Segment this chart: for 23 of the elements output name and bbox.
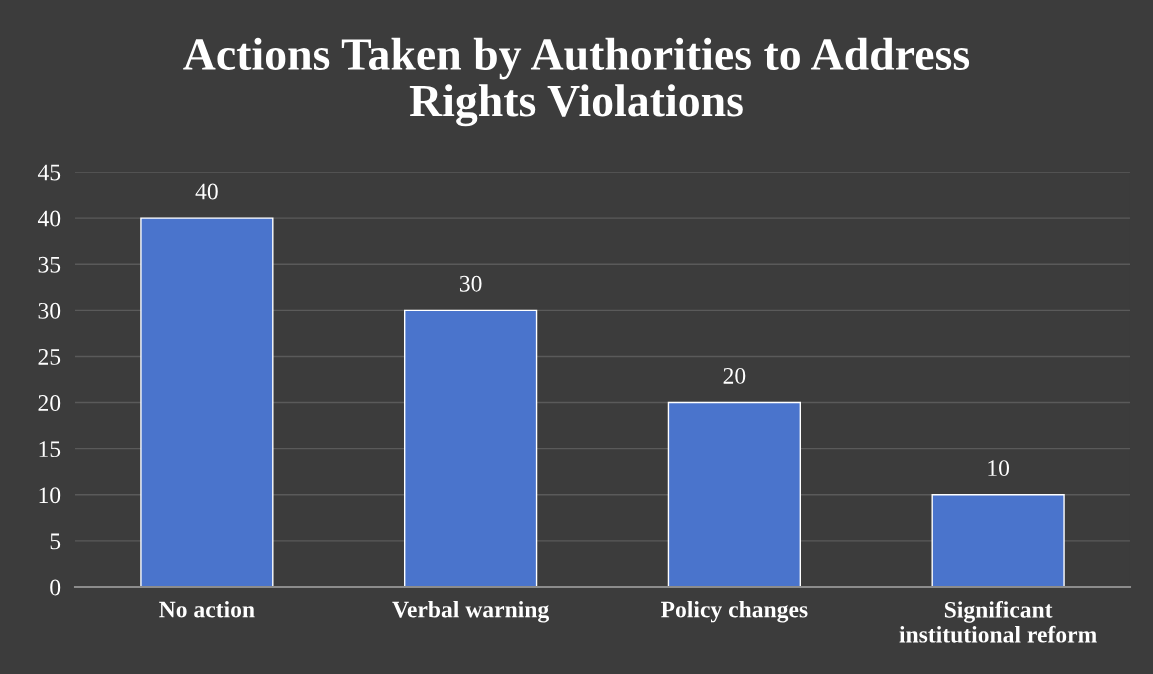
y-tick-label: 35 [38,256,61,273]
y-tick-label: 15 [39,441,61,458]
y-tick-label: 10 [39,487,61,504]
bar [931,494,1065,587]
data-label: 40 [195,183,218,200]
x-tick-label: Policy changes [661,600,808,623]
y-tick-label: 40 [37,210,61,227]
data-label: 10 [988,460,1010,477]
bar [667,401,802,587]
x-tick-label: No action [159,600,255,618]
x-tick-label: Verbal warning [392,600,550,623]
bar [403,309,538,587]
y-tick-label: 30 [38,302,61,319]
data-label: 30 [459,275,482,292]
data-label: 20 [723,367,746,384]
y-tick-label: 20 [38,395,61,411]
y-tick-label: 5 [50,533,61,550]
bar [140,217,274,587]
y-tick-label: 45 [37,164,61,181]
x-tick-label: Significant institutional reform [899,600,1097,643]
y-tick-label: 0 [50,579,61,596]
chart-title: Actions Taken by Authorities to Address Rights Violations [183,37,970,127]
y-tick-label: 25 [38,349,61,365]
